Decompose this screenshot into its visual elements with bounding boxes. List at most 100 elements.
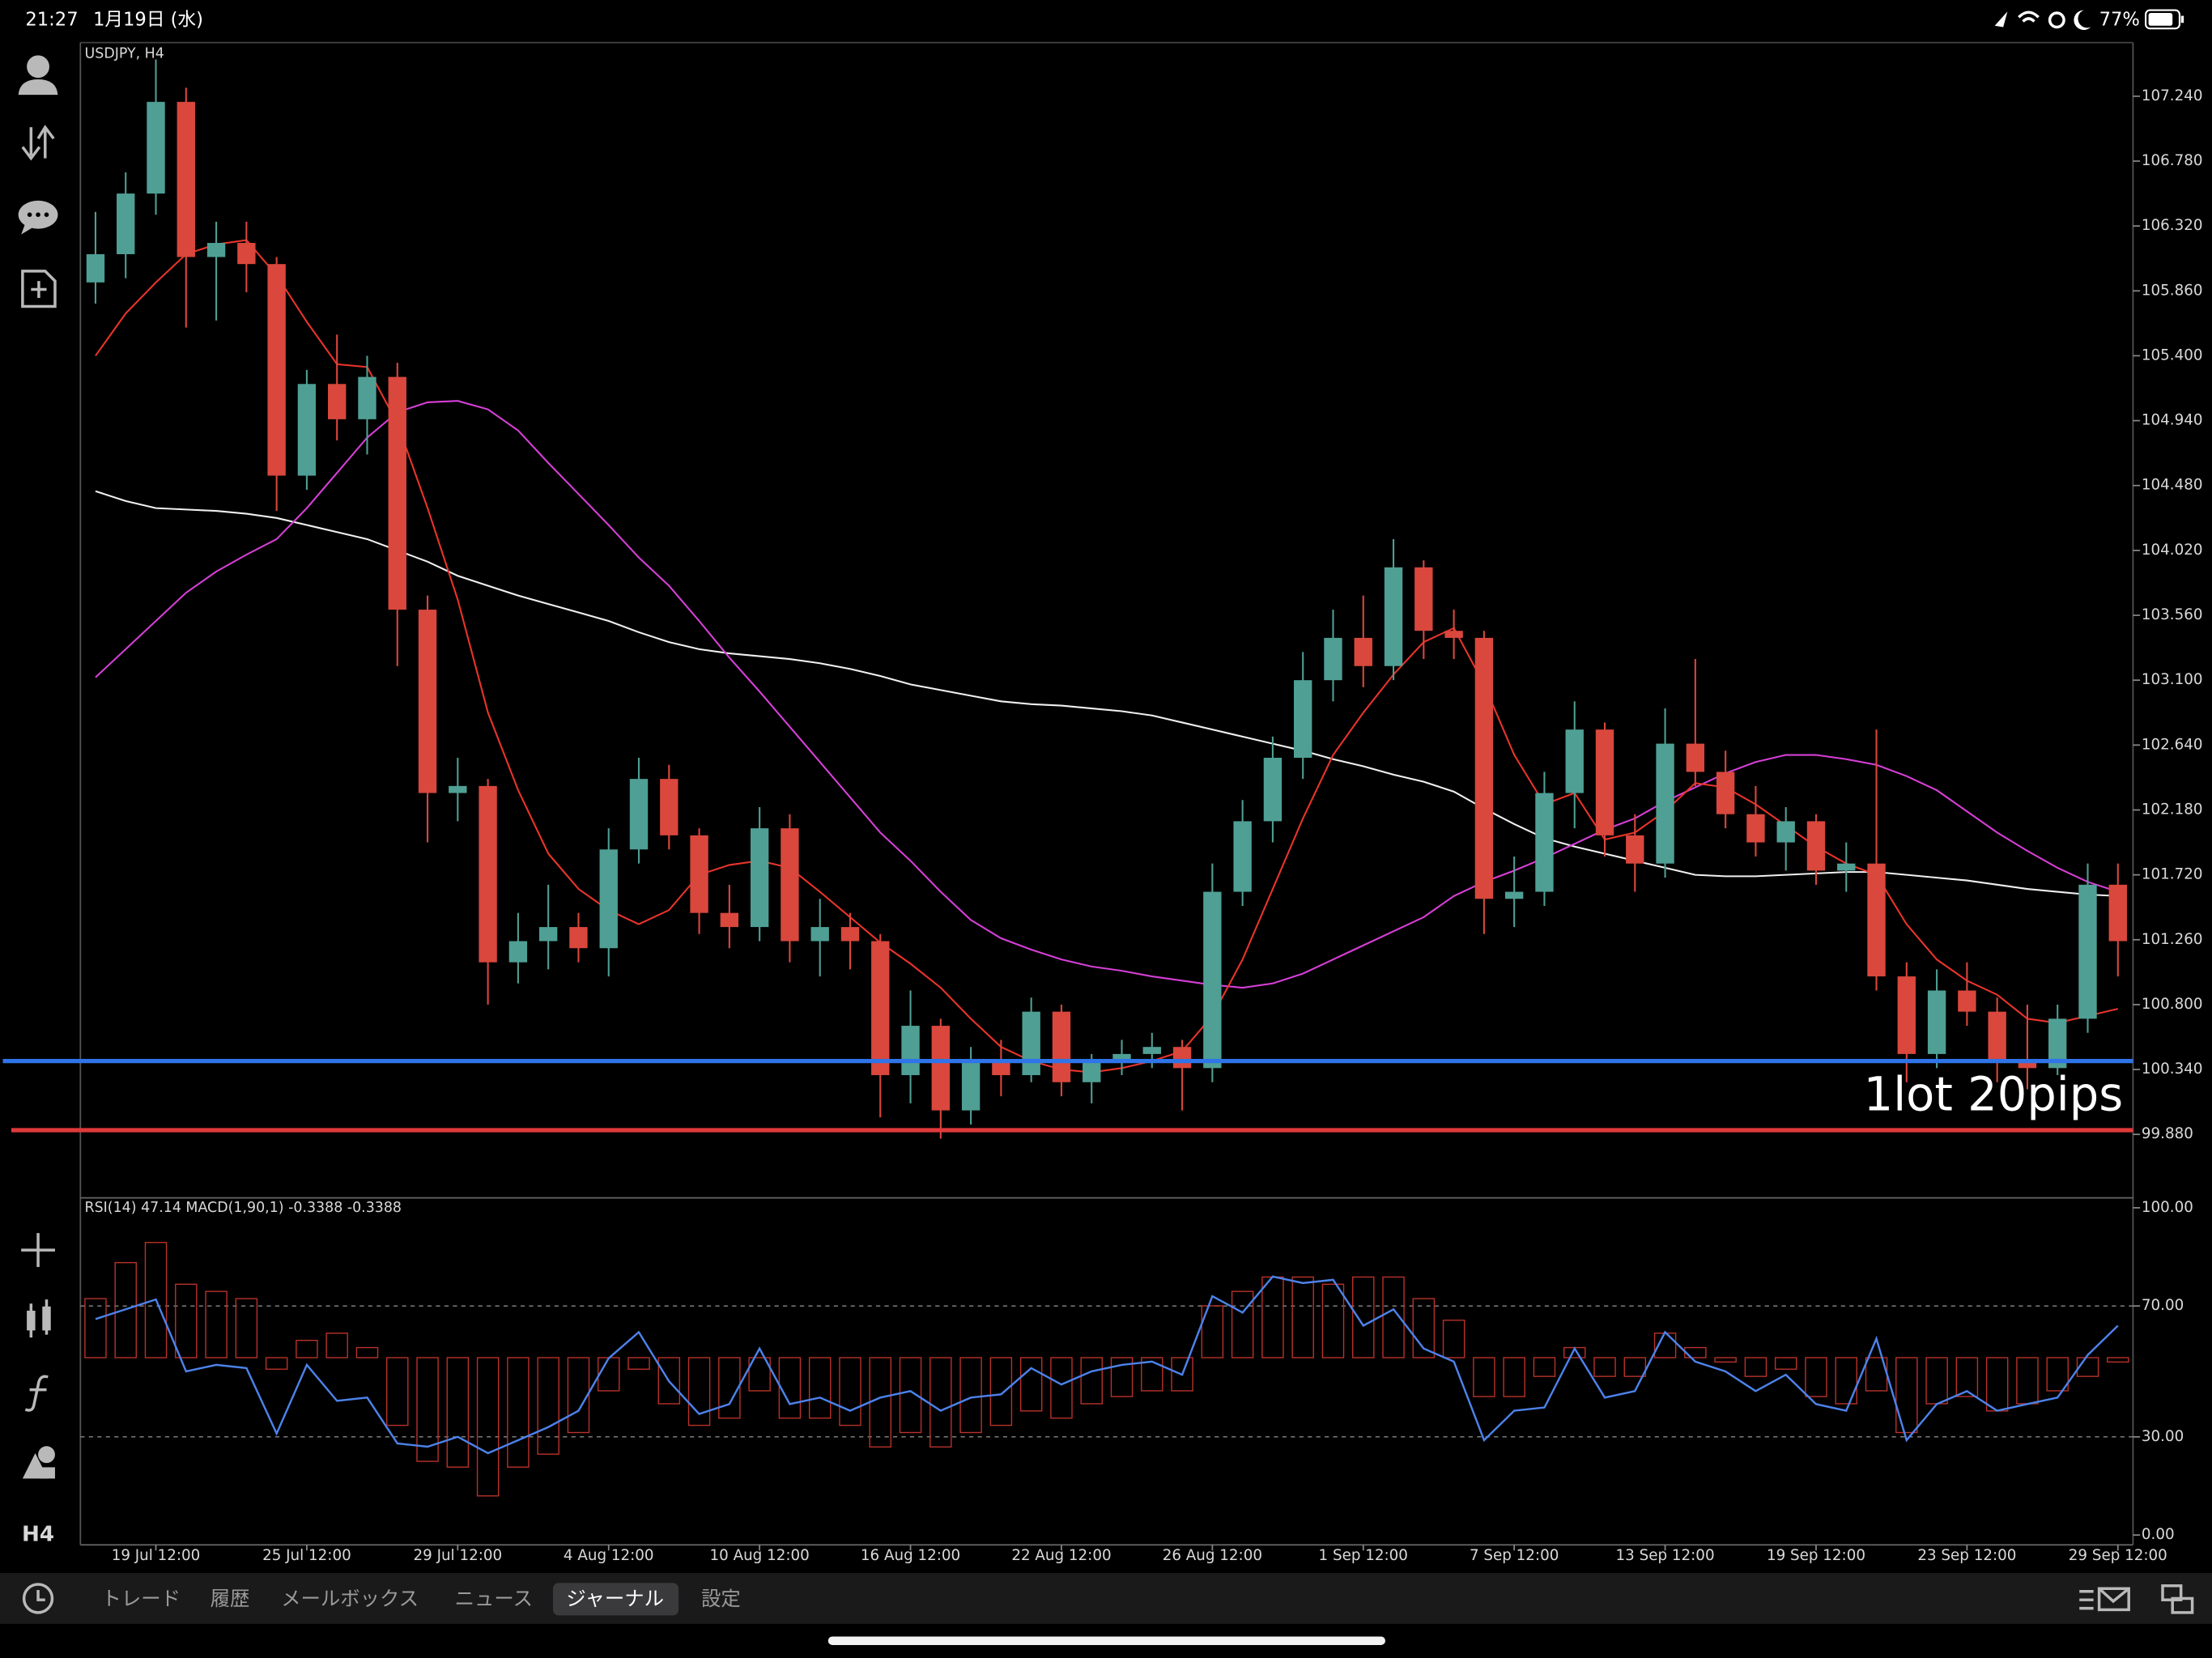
y-tick-label: 104.480 [2142, 477, 2203, 494]
macd-bar [839, 1357, 861, 1426]
macd-bar [114, 1261, 137, 1358]
chart-title: USDJPY, H4 [85, 46, 164, 62]
tab[interactable]: ジャーナル [566, 1587, 664, 1610]
macd-bar [1503, 1357, 1525, 1397]
x-tick-label: 22 Aug 12:00 [1011, 1547, 1111, 1564]
macd-bar [1774, 1357, 1797, 1370]
status-time: 21:27 [25, 9, 78, 30]
x-tick-label: 10 Aug 12:00 [710, 1547, 810, 1564]
macd-bar [1714, 1357, 1737, 1363]
candle-body [1022, 1011, 1040, 1076]
candle-body [1233, 821, 1252, 892]
status-icons [1994, 10, 2091, 30]
tab[interactable]: メールボックス [281, 1587, 419, 1610]
macd-bar [1805, 1357, 1827, 1397]
indicators-button[interactable] [24, 1375, 49, 1412]
candle-body [901, 1026, 920, 1076]
mail-icon[interactable] [2079, 1587, 2130, 1612]
tab[interactable]: トレード [101, 1587, 181, 1610]
y-tick-label: 105.400 [2142, 346, 2203, 363]
candle-body [1837, 863, 1856, 871]
home-indicator [827, 1636, 1385, 1645]
macd-bar [2046, 1357, 2069, 1392]
candle-body [1354, 637, 1372, 666]
objects-button[interactable] [22, 1446, 55, 1479]
y-tick-label: 99.880 [2142, 1125, 2193, 1142]
macd-bar [1955, 1357, 1979, 1397]
macd-bar [748, 1357, 771, 1392]
y-tick-label: 106.320 [2142, 217, 2203, 234]
chat-button[interactable] [18, 200, 58, 235]
x-tick-label: 19 Jul 12:00 [112, 1547, 201, 1564]
candle-body [328, 384, 347, 419]
history-clock[interactable] [22, 1583, 54, 1614]
candle-body [1203, 891, 1222, 1069]
macd-bar [205, 1290, 228, 1358]
moving-average [95, 400, 2119, 989]
macd-bar [84, 1298, 107, 1358]
x-tick-label: 25 Jul 12:00 [262, 1547, 351, 1564]
candle-body [931, 1026, 951, 1111]
crosshair-button[interactable] [21, 1233, 55, 1267]
macd-bar [1352, 1276, 1375, 1358]
candle-body [1172, 1047, 1192, 1069]
new-order-button[interactable] [21, 270, 57, 308]
candle-body [449, 785, 467, 793]
macd-bar [2076, 1357, 2099, 1377]
chart-frame [79, 41, 2134, 1546]
macd-bar [1744, 1357, 1767, 1377]
candle-body [1716, 772, 1735, 814]
tab[interactable]: 履歴 [211, 1587, 250, 1610]
candle-body [1958, 990, 1976, 1012]
timeframe-button[interactable]: H4 [22, 1523, 54, 1547]
macd-bar [537, 1357, 559, 1455]
candle-body [1686, 743, 1705, 772]
candle-body [1595, 729, 1614, 835]
macd-bar [1080, 1357, 1103, 1405]
macd-bar [296, 1339, 318, 1358]
tab[interactable]: 設定 [701, 1587, 741, 1610]
macd-bar [446, 1357, 470, 1468]
macd-bar [1231, 1290, 1254, 1358]
candle-body [388, 376, 406, 610]
y-tick-label: 104.940 [2142, 412, 2203, 429]
y-tick-label: 30.00 [2142, 1428, 2184, 1445]
macd-bar [1473, 1357, 1495, 1397]
macd-bar [1291, 1276, 1314, 1358]
macd-bar [144, 1242, 168, 1358]
trade-button[interactable] [21, 125, 55, 161]
macd-bar [959, 1357, 982, 1434]
chart-type-button[interactable] [27, 1299, 51, 1338]
macd-bar [808, 1357, 832, 1419]
status-date: 1月19日 (水) [93, 9, 203, 30]
macd-bar [325, 1333, 348, 1358]
candle-body [840, 927, 860, 942]
tab-bar [0, 1573, 2212, 1624]
candle-body [1867, 863, 1886, 977]
battery-level: 77% [2099, 9, 2140, 30]
candle-body [147, 101, 165, 194]
candle-body [1535, 793, 1554, 892]
sidebar: H4 [18, 55, 58, 1547]
macd-bar [1442, 1320, 1465, 1358]
candle-body [660, 779, 678, 835]
macd-bar [1050, 1357, 1073, 1419]
candle-body [750, 828, 769, 928]
candle-body [1142, 1047, 1161, 1054]
macd-bar [687, 1357, 711, 1426]
candle-body [418, 610, 437, 793]
candle-body [1927, 990, 1946, 1054]
candle-body [1988, 1011, 2006, 1061]
candle-body [599, 849, 618, 949]
y-tick-label: 105.860 [2142, 282, 2203, 299]
windows-icon[interactable] [2161, 1584, 2194, 1614]
y-tick-label: 100.340 [2142, 1061, 2203, 1078]
candle-body [1776, 821, 1795, 843]
macd-bar [778, 1357, 802, 1419]
account-button[interactable] [18, 55, 58, 96]
candle-body [1444, 631, 1463, 638]
candle-body [629, 779, 649, 850]
macd-bar [265, 1357, 288, 1370]
tab[interactable]: ニュース [455, 1587, 533, 1610]
